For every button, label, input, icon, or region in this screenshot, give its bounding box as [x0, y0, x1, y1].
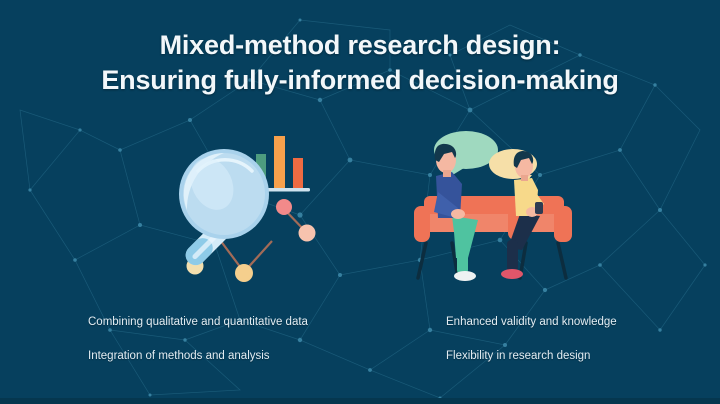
sofa-arm-right [554, 206, 572, 242]
person-right-shoe [501, 269, 523, 279]
bottom-strip [0, 398, 720, 404]
bullet-right-2: Flexibility in research design [446, 350, 591, 362]
person-left-neck [443, 170, 451, 177]
magnifying-glass-data-illustration [179, 136, 316, 282]
page-title: Mixed-method research design: Ensuring f… [0, 28, 720, 98]
bar-orange-red [293, 158, 303, 188]
bullet-right-1: Enhanced validity and knowledge [446, 316, 617, 328]
node-pink-1 [276, 199, 292, 215]
title-line-1: Mixed-method research design: [159, 30, 561, 60]
title-line-2: Ensuring fully-informed decision-making [101, 65, 619, 95]
person-right-object [535, 202, 543, 214]
bullet-left-1: Combining qualitative and quantitative d… [88, 316, 308, 328]
person-left-hand [451, 209, 465, 219]
node-cream-2 [235, 264, 253, 282]
person-left-shin [457, 246, 468, 274]
person-left-shoe [454, 271, 476, 281]
sofa-arm-left [414, 206, 430, 242]
person-right-shin [507, 240, 518, 272]
person-right-neck [521, 175, 528, 181]
bullet-left-2: Integration of methods and analysis [88, 350, 270, 362]
conversation-illustration [414, 131, 572, 281]
sofa-legs [416, 241, 568, 280]
node-peach-1 [298, 224, 316, 242]
bar-orange [274, 136, 285, 188]
